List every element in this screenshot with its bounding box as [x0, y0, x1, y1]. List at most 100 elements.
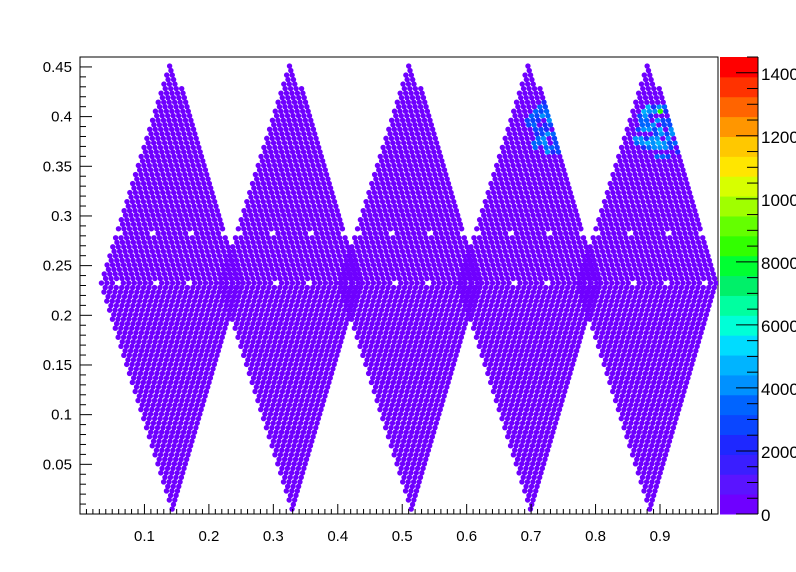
data-point [273, 334, 280, 340]
data-point [211, 198, 218, 205]
data-point [291, 348, 298, 354]
data-point [550, 262, 556, 268]
data-point [134, 289, 140, 295]
data-point [145, 271, 151, 277]
data-point [256, 375, 262, 381]
data-point [250, 321, 256, 327]
data-point [183, 140, 190, 146]
data-point [213, 298, 220, 304]
data-point [130, 239, 137, 246]
data-point [195, 379, 201, 386]
data-point [177, 135, 183, 142]
data-point [294, 470, 300, 476]
data-point [185, 375, 192, 381]
data-point [151, 379, 157, 386]
data-point [125, 357, 131, 363]
data-point [120, 262, 127, 268]
data-point [283, 126, 289, 133]
data-point [132, 244, 138, 250]
data-point [145, 361, 152, 368]
data-point [187, 370, 193, 377]
data-point [294, 339, 300, 345]
data-point [281, 384, 287, 390]
data-point [113, 275, 120, 282]
data-point [310, 126, 317, 133]
data-point [119, 302, 125, 309]
data-point [293, 492, 299, 499]
data-point [322, 375, 328, 381]
data-point [175, 262, 182, 268]
data-point [235, 280, 242, 286]
data-point [132, 207, 138, 214]
data-point [278, 429, 285, 435]
data-point [170, 244, 176, 250]
data-point [216, 253, 223, 259]
data-point [114, 239, 120, 246]
data-point [106, 289, 113, 295]
data-point [138, 406, 144, 413]
data-point [198, 370, 204, 377]
data-point [530, 402, 537, 408]
data-point [327, 357, 333, 363]
data-point [226, 248, 232, 255]
data-point [164, 447, 171, 453]
data-point [176, 483, 182, 490]
data-point [178, 122, 184, 128]
data-point [152, 221, 159, 227]
data-point [188, 366, 194, 372]
data-point [185, 144, 191, 151]
data-point [211, 307, 217, 313]
data-point [164, 72, 170, 78]
data-point [148, 207, 155, 214]
data-point [130, 221, 137, 227]
data-point [118, 253, 124, 259]
data-point [167, 104, 174, 110]
data-point [303, 325, 310, 331]
data-point [299, 434, 305, 440]
data-point [305, 339, 311, 345]
data-point [338, 339, 344, 345]
data-point [125, 203, 132, 209]
data-point [150, 402, 156, 408]
data-point [250, 375, 257, 381]
data-point [378, 402, 384, 408]
data-point [461, 235, 467, 241]
data-point [179, 321, 186, 327]
data-point [479, 207, 486, 214]
data-point [190, 275, 196, 282]
data-point [317, 334, 323, 340]
data-point [306, 370, 313, 377]
data-point [142, 298, 148, 304]
data-point [280, 330, 286, 336]
data-point [295, 334, 301, 340]
data-point [241, 352, 247, 359]
data-point [352, 284, 359, 291]
data-point [174, 452, 180, 458]
data-point [447, 262, 453, 268]
data-point [408, 126, 414, 133]
data-point [191, 167, 198, 173]
data-point [188, 402, 195, 408]
data-point [262, 334, 269, 340]
data-point [343, 321, 349, 327]
data-point [120, 298, 126, 304]
data-point [371, 171, 378, 178]
data-point [299, 321, 305, 327]
data-point [178, 235, 185, 241]
data-point [423, 284, 430, 291]
data-point [115, 226, 122, 232]
data-point [128, 366, 134, 372]
data-point [302, 330, 308, 336]
data-point [438, 402, 445, 408]
data-point [151, 361, 157, 368]
data-point [162, 198, 169, 205]
data-point [170, 262, 176, 268]
data-point [154, 293, 161, 300]
data-point [214, 226, 220, 232]
data-point [180, 470, 186, 476]
data-point [141, 257, 147, 264]
data-point [104, 280, 110, 286]
data-point [152, 239, 158, 246]
data-point [220, 330, 227, 336]
data-point [126, 370, 133, 377]
